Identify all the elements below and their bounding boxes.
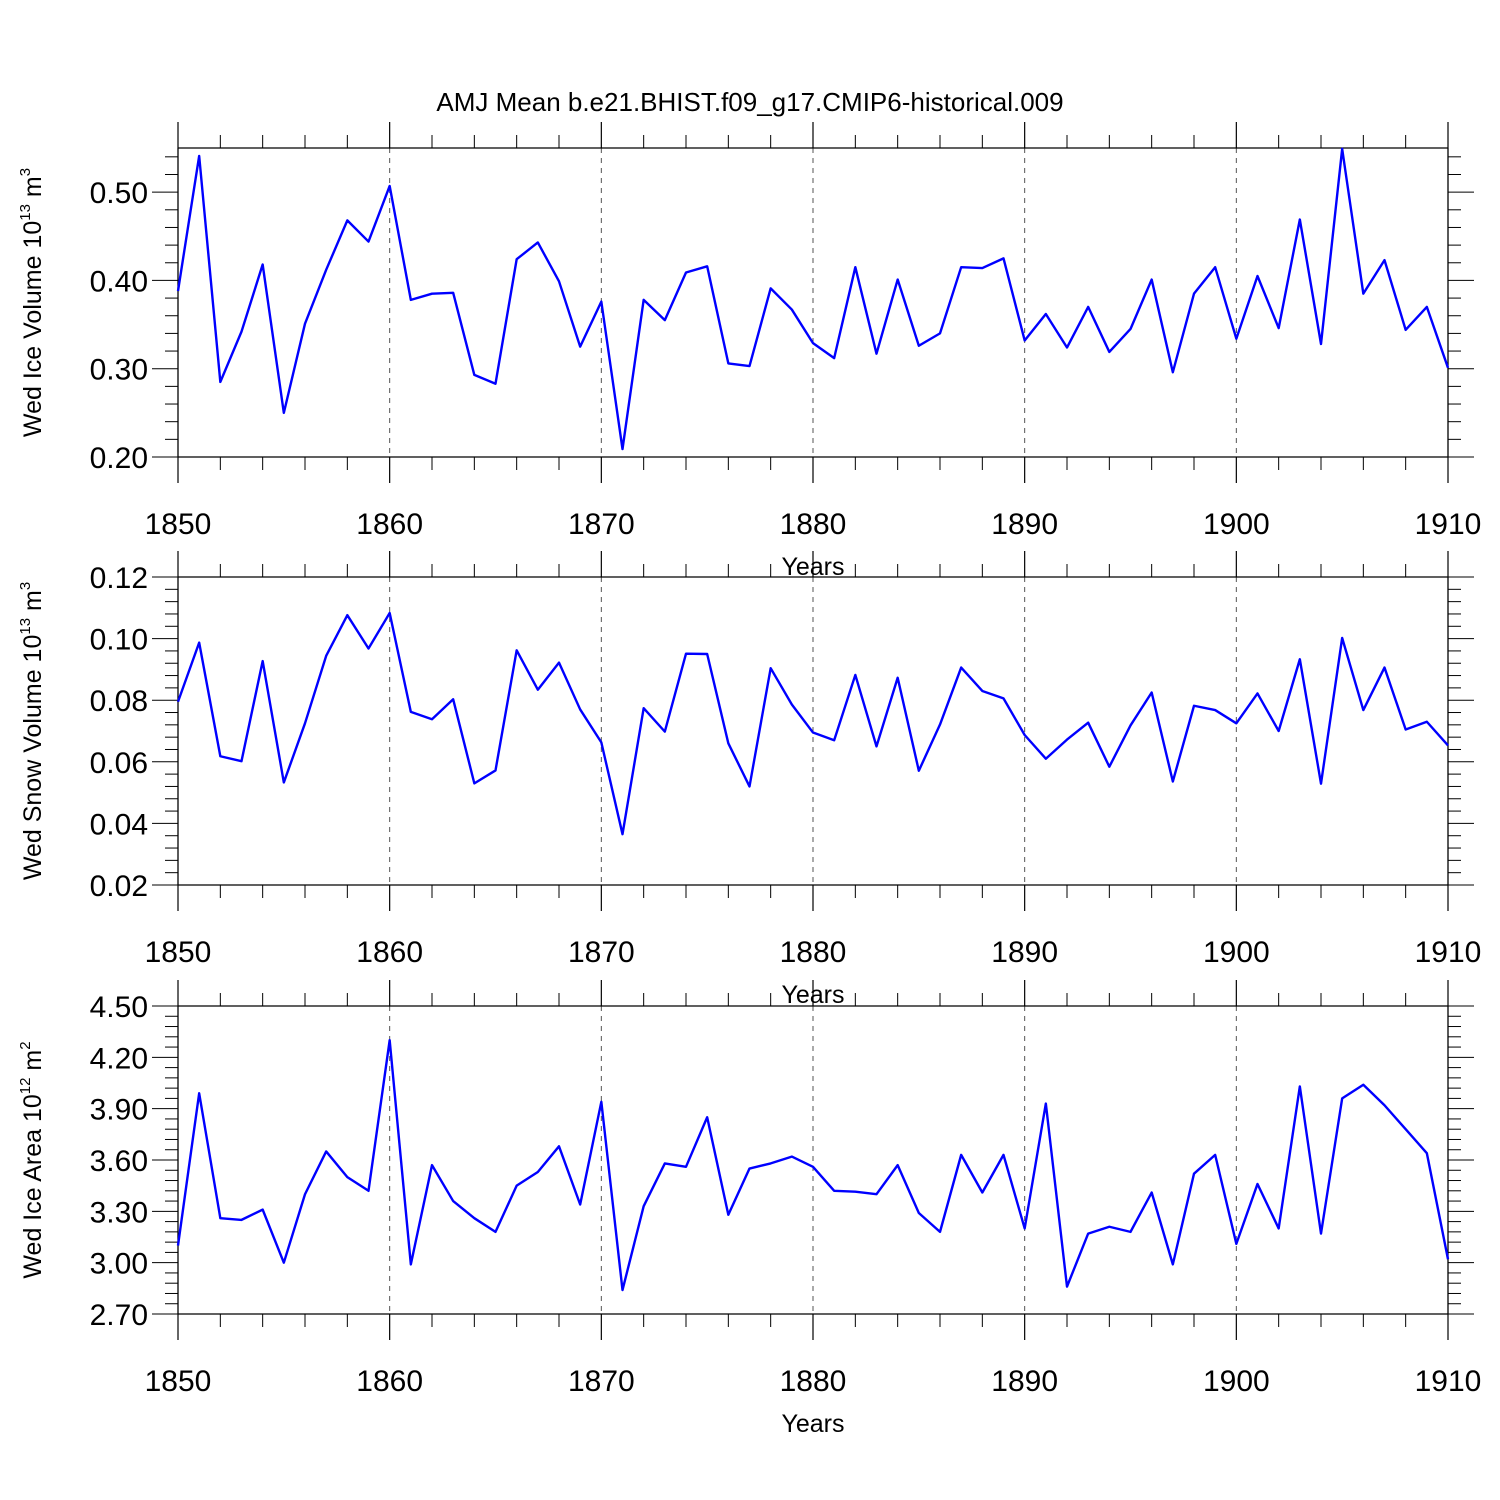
y-tick-label: 3.00: [90, 1248, 148, 1281]
x-tick-label: 1860: [356, 508, 423, 541]
x-tick-label: 1890: [991, 508, 1058, 541]
series-line-1: [176, 147, 1450, 451]
y-axis-label: Wed Snow Volume 1013 m3: [17, 582, 47, 880]
x-tick-label: 1860: [356, 1365, 423, 1398]
panels: 1850 1860 1870 1880 1890 1900 1910 0.20 0.30 0.40…: [17, 122, 1481, 1438]
y-axis-label-exponent: 13: [17, 204, 34, 221]
x-tick-label: 1870: [568, 508, 635, 541]
x-tick-label: 1880: [780, 508, 847, 541]
y-tick-label: 0.06: [90, 747, 148, 780]
y-axis-label-unit-exponent: 3: [17, 168, 34, 176]
y-axis-label-unit: m: [19, 176, 47, 204]
x-tick-label: 1890: [991, 936, 1058, 969]
y-tick-label: 0.08: [90, 685, 148, 718]
x-tick-label: 1880: [780, 1365, 847, 1398]
chart-panel-3: 1850 1860 1870 1880 1890 1900 1910 2.70 3.00 3.30…: [17, 980, 1481, 1438]
y-axis-label-text: Wed Ice Volume 10: [19, 221, 47, 437]
chart-panel-2: 1850 1860 1870 1880 1890 1900 1910 0.02 0.04 0.06…: [17, 551, 1481, 1009]
x-tick-label: 1860: [356, 936, 423, 969]
x-tick-label: 1870: [568, 936, 635, 969]
y-axis-label: Wed Ice Volume 1013 m3: [17, 168, 47, 437]
y-tick-label: 3.30: [90, 1196, 148, 1229]
y-axis-label: Wed Ice Area 1012 m2: [17, 1041, 47, 1278]
y-tick-label: 0.20: [90, 442, 148, 475]
y-tick-label: 2.70: [90, 1299, 148, 1332]
x-tick-label: 1910: [1415, 508, 1482, 541]
x-axis-label: Years: [781, 1410, 844, 1438]
y-tick-label: 0.50: [90, 177, 148, 210]
y-tick-label: 0.10: [90, 624, 148, 657]
y-axis-label-unit: m: [19, 1050, 47, 1078]
y-tick-label: 0.02: [90, 870, 148, 903]
x-tick-label: 1850: [145, 936, 212, 969]
x-tick-label: 1880: [780, 936, 847, 969]
y-axis-label-unit-exponent: 2: [17, 1041, 34, 1049]
y-tick-label: 0.30: [90, 354, 148, 387]
y-tick-label: 3.60: [90, 1145, 148, 1178]
x-tick-label: 1850: [145, 508, 212, 541]
chart-panel-1: 1850 1860 1870 1880 1890 1900 1910 0.20 0.30 0.40…: [17, 122, 1481, 581]
y-axis-label-exponent: 12: [17, 1078, 34, 1095]
y-tick-label: 4.20: [90, 1042, 148, 1075]
x-tick-label: 1900: [1203, 1365, 1270, 1398]
x-tick-label: 1850: [145, 1365, 212, 1398]
x-tick-label: 1870: [568, 1365, 635, 1398]
y-tick-label: 0.04: [90, 808, 148, 841]
figure-title: AMJ Mean b.e21.BHIST.f09_g17.CMIP6-histo…: [436, 87, 1063, 117]
y-axis-label-exponent: 13: [17, 618, 34, 635]
series-line-1: [176, 611, 1449, 836]
y-tick-label: 4.50: [90, 991, 148, 1024]
x-tick-label: 1890: [991, 1365, 1058, 1398]
x-tick-label: 1900: [1203, 508, 1270, 541]
x-tick-label: 1910: [1415, 936, 1482, 969]
y-tick-label: 3.90: [90, 1094, 148, 1127]
y-axis-label-text: Wed Ice Area 10: [19, 1094, 47, 1278]
x-tick-label: 1910: [1415, 1365, 1482, 1398]
series-line-1: [176, 1039, 1450, 1292]
x-tick-label: 1900: [1203, 936, 1270, 969]
y-axis-label-unit: m: [19, 590, 47, 618]
y-tick-label: 0.40: [90, 265, 148, 298]
y-axis-label-text: Wed Snow Volume 10: [19, 635, 47, 881]
y-tick-label: 0.12: [90, 562, 148, 595]
y-axis-label-unit-exponent: 3: [17, 582, 34, 590]
